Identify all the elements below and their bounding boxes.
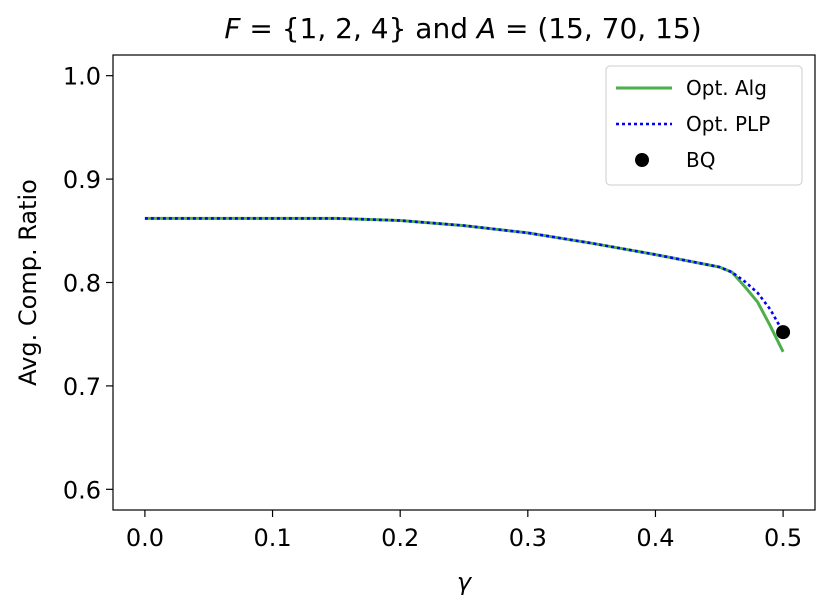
y-axis-label: Avg. Comp. Ratio — [14, 179, 42, 386]
legend-box — [605, 65, 803, 186]
x-tick-label: 0.5 — [764, 524, 802, 552]
y-tick-label: 0.8 — [63, 270, 101, 298]
legend: Opt. Alg Opt. PLP BQ — [605, 65, 803, 186]
title-set-f: {1, 2, 4} — [282, 12, 407, 45]
axis-ticks: 0.0 0.1 0.2 0.3 0.4 0.5 0.6 0.7 0.8 0.9 1.0 — [63, 63, 802, 552]
title-eq-2: = — [496, 12, 537, 45]
title-f-symbol: F — [224, 12, 241, 45]
x-tick-label: 0.3 — [509, 524, 547, 552]
opt-plp-line — [144, 217, 785, 333]
title-eq-1: = — [240, 12, 281, 45]
opt-alg-line — [144, 216, 785, 353]
legend-label: Opt. Alg — [686, 76, 767, 100]
title-a-symbol: A — [475, 12, 496, 45]
x-axis-label: γ — [457, 568, 473, 596]
x-tick-label: 0.4 — [636, 524, 674, 552]
chart-title: F = {1, 2, 4} and A = (15, 70, 15) — [224, 12, 701, 45]
y-tick-label: 0.9 — [63, 166, 101, 194]
y-tick-label: 1.0 — [63, 63, 101, 91]
legend-label: BQ — [686, 148, 715, 172]
legend-label: Opt. PLP — [686, 112, 770, 136]
series-group — [144, 216, 791, 353]
x-tick-label: 0.2 — [381, 524, 419, 552]
x-tick-label: 0.0 — [126, 524, 164, 552]
y-tick-label: 0.7 — [63, 373, 101, 401]
title-and: and — [406, 12, 476, 45]
x-tick-label: 0.1 — [253, 524, 291, 552]
legend-bq-marker — [635, 153, 649, 167]
bq-point — [776, 325, 791, 340]
y-tick-label: 0.6 — [63, 476, 101, 504]
title-set-a: (15, 70, 15) — [537, 12, 701, 45]
